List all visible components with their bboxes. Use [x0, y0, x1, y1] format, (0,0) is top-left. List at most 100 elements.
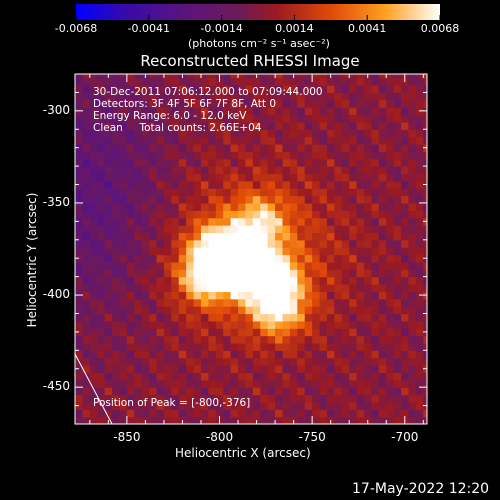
heatmap-cell [230, 313, 239, 322]
heatmap-cell [223, 92, 232, 101]
heatmap-cell [393, 151, 402, 160]
heatmap-cell [126, 284, 135, 292]
heatmap-cell [326, 409, 335, 418]
heatmap-cell [408, 107, 417, 116]
heatmap-cell [97, 225, 106, 234]
heatmap-cell [289, 188, 298, 197]
heatmap-cell [371, 114, 380, 123]
heatmap-cell [260, 284, 269, 292]
heatmap-cell [208, 121, 217, 130]
heatmap-cell [349, 247, 358, 256]
heatmap-cell [186, 158, 195, 167]
heatmap-cell [75, 239, 84, 248]
heatmap-cell [423, 151, 427, 160]
heatmap-cell [364, 298, 373, 307]
heatmap-cell [282, 401, 291, 410]
heatmap-cell [349, 85, 358, 94]
heatmap-cell [364, 92, 373, 101]
heatmap-cell [364, 379, 373, 388]
heatmap-cell [89, 144, 98, 152]
heatmap-cell [215, 158, 224, 167]
heatmap-cell [208, 372, 217, 381]
heatmap-cell [223, 254, 232, 263]
heatmap-cell [200, 85, 209, 94]
heatmap-cell [312, 99, 321, 108]
heatmap-cell [156, 254, 165, 263]
heatmap-cell [223, 144, 232, 152]
heatmap-cell [349, 269, 358, 278]
heatmap-cell [89, 74, 98, 79]
heatmap-cell [119, 306, 128, 315]
heatmap-cell [275, 210, 284, 219]
heatmap-cell [378, 254, 387, 263]
heatmap-cell [289, 85, 298, 94]
heatmap-cell [408, 188, 417, 197]
heatmap-cell [126, 276, 135, 285]
heatmap-cell [112, 409, 121, 418]
heatmap-cell [275, 291, 284, 300]
heatmap-cell [341, 350, 350, 359]
heatmap-cell [349, 357, 358, 366]
heatmap-cell [341, 298, 350, 307]
heatmap-cell [267, 239, 276, 248]
heatmap-cell [223, 180, 232, 189]
heatmap-cell [104, 276, 113, 285]
heatmap-cell [319, 151, 328, 160]
heatmap-cell [364, 173, 373, 182]
heatmap-cell [193, 261, 202, 270]
heatmap-cell [149, 232, 158, 241]
heatmap-cell [282, 328, 291, 337]
heatmap-cell [319, 357, 328, 366]
heatmap-cell [312, 239, 321, 248]
heatmap-cell [112, 232, 121, 241]
heatmap-cell [401, 401, 410, 410]
heatmap-cell [393, 387, 402, 396]
heatmap-cell [252, 387, 261, 396]
heatmap-cell [104, 225, 113, 234]
heatmap-cell [119, 92, 128, 101]
heatmap-cell [275, 342, 284, 351]
heatmap-cell [104, 409, 113, 418]
heatmap-cell [141, 210, 150, 219]
heatmap-cell [193, 269, 202, 278]
heatmap-cell [245, 210, 254, 219]
heatmap-cell [126, 195, 135, 204]
heatmap-cell [393, 217, 402, 226]
heatmap-cell [171, 99, 180, 108]
heatmap-cell [104, 320, 113, 329]
heatmap-cell [282, 254, 291, 263]
heatmap-cell [171, 313, 180, 322]
heatmap-cell [245, 158, 254, 167]
heatmap-cell [415, 298, 424, 307]
heatmap-cell [386, 129, 395, 138]
heatmap-cell [371, 365, 380, 374]
heatmap-cell [371, 247, 380, 256]
heatmap-cell [200, 328, 209, 337]
heatmap-cell [371, 210, 380, 219]
heatmap-cell [349, 401, 358, 410]
heatmap-cell [356, 158, 365, 167]
heatmap-cell [89, 276, 98, 285]
heatmap-cell [334, 77, 343, 86]
heatmap-cell [223, 232, 232, 241]
heatmap-cell [186, 394, 195, 403]
heatmap-cell [75, 136, 84, 145]
heatmap-cell [349, 77, 358, 86]
heatmap-cell [156, 335, 165, 344]
heatmap-cell [89, 335, 98, 344]
heatmap-cell [312, 372, 321, 381]
heatmap-cell [282, 379, 291, 388]
heatmap-cell [193, 409, 202, 418]
heatmap-cell [200, 387, 209, 396]
heatmap-cell [82, 306, 91, 315]
heatmap-cell [356, 328, 365, 337]
heatmap-cell [238, 232, 247, 241]
heatmap-cell [119, 74, 128, 79]
heatmap-cell [371, 121, 380, 130]
colorbar-units: (photons cm⁻² s⁻¹ asec⁻²) [188, 37, 330, 50]
colorbar-tick-label: -0.0014 [200, 22, 243, 35]
heatmap-cell [378, 372, 387, 381]
heatmap-cell [119, 151, 128, 160]
heatmap-cell [156, 342, 165, 351]
heatmap-cell [200, 151, 209, 160]
